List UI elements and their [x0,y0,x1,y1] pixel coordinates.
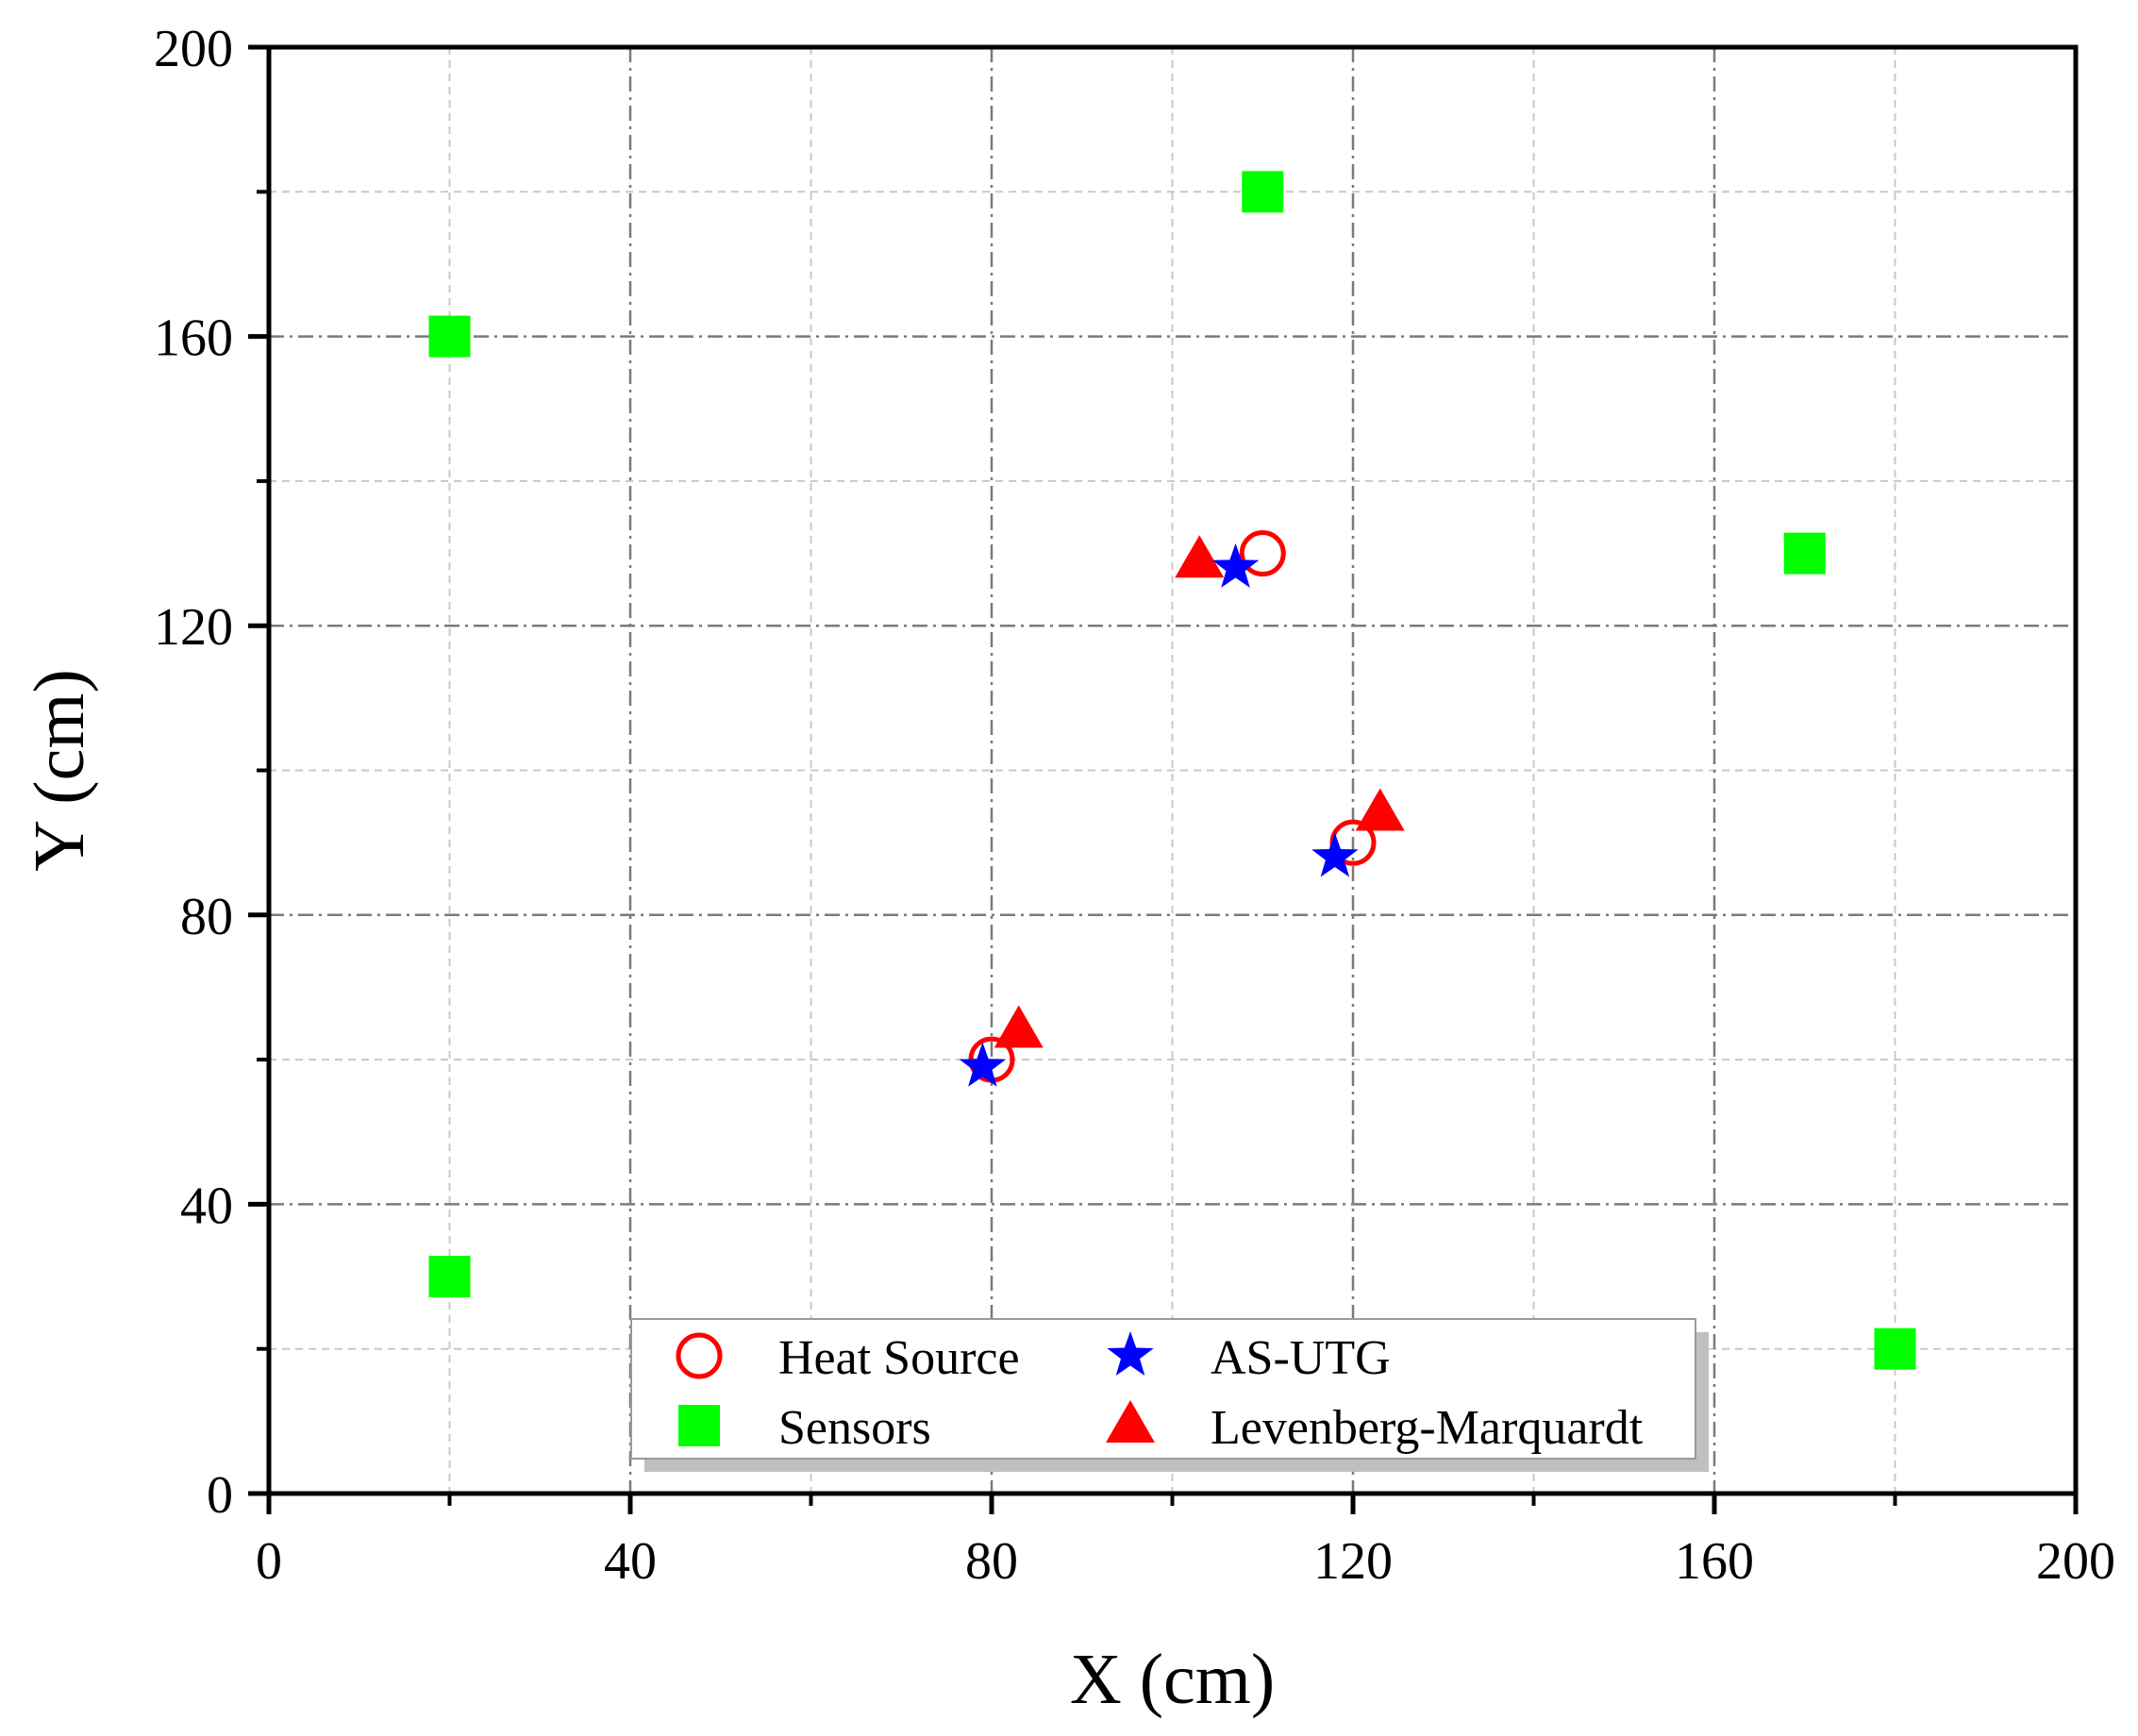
x-tick-label: 0 [256,1532,282,1591]
marker-sensors [1874,1327,1916,1370]
y-axis-title: Y (cm) [20,669,99,872]
y-tick-label: 160 [154,309,233,368]
marker-as-utg [1211,542,1260,588]
x-tick-label: 120 [1313,1532,1393,1591]
x-tick-label: 40 [604,1532,657,1591]
y-tick-label: 80 [180,888,233,946]
legend-marker-as-utg [1107,1331,1154,1376]
legend-markers [676,1331,1155,1446]
y-tick-label: 200 [154,20,233,78]
legend-box [630,1318,1696,1460]
marker-sensors [1242,171,1284,213]
legend-marker-sensors [678,1405,720,1446]
legend-label-levenberg-marquardt: Levenberg-Marquardt [1211,1401,1644,1455]
x-axis-title: X (cm) [1070,1640,1275,1719]
legend-label-heat-source: Heat Source [778,1331,1020,1385]
marker-as-utg [1311,832,1359,877]
marker-sensors [428,1256,471,1298]
marker-sensors [1783,532,1826,575]
legend-label-sensors: Sensors [778,1401,931,1455]
x-tick-label: 160 [1675,1532,1754,1591]
y-tick-label: 0 [207,1466,233,1525]
data-markers [428,171,1916,1370]
y-tick-label: 120 [154,598,233,657]
marker-as-utg [959,1042,1007,1087]
legend-marker-levenberg-marquardt [1106,1400,1155,1443]
marker-sensors [428,315,471,358]
x-tick-label: 80 [965,1532,1018,1591]
legend-label-as-utg: AS-UTG [1211,1331,1391,1385]
tick-labels: 00 40 40 80 80 120 120 160 160 200 200 [154,20,2115,1591]
legend-marker-heat-source [676,1332,723,1379]
marker-heat-source [1239,530,1286,577]
marker-levenberg-marquardt [994,1005,1044,1048]
legend: Heat Source Sensors AS-UTG Levenberg-Mar… [630,1318,1709,1472]
y-tick-label: 40 [180,1177,233,1235]
marker-levenberg-marquardt [1355,788,1405,831]
x-tick-label: 200 [2036,1532,2115,1591]
marker-levenberg-marquardt [1175,535,1225,578]
plot-frame [266,44,2079,1496]
